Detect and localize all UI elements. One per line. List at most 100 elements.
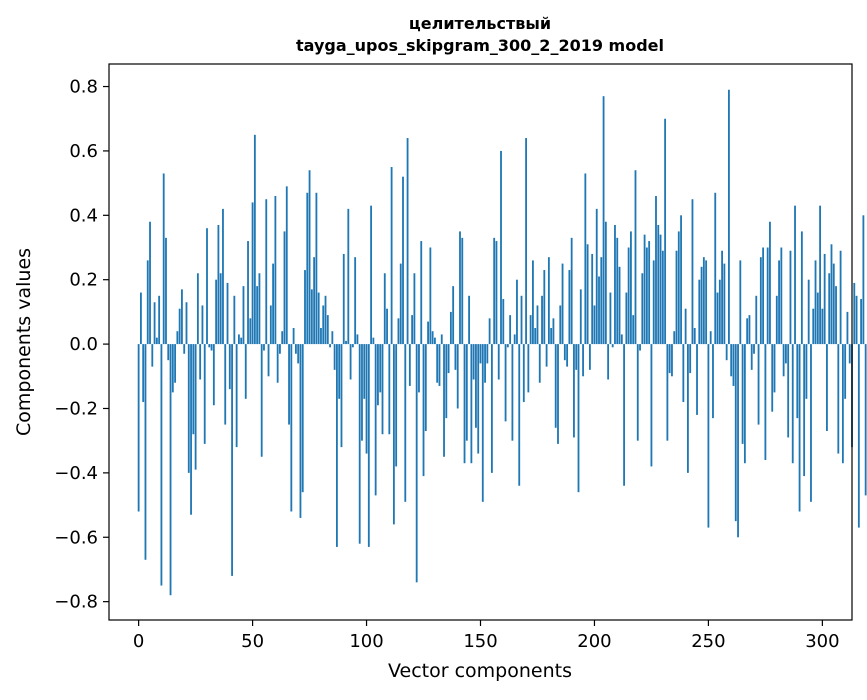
bar xyxy=(315,192,318,345)
bar xyxy=(762,247,765,345)
bar xyxy=(684,308,687,345)
bar xyxy=(146,260,149,345)
bar xyxy=(739,260,742,345)
bar xyxy=(240,337,243,345)
bar xyxy=(509,315,512,345)
bar xyxy=(190,344,192,515)
bar xyxy=(142,344,145,403)
bar xyxy=(155,337,158,345)
bar xyxy=(766,247,769,345)
bar xyxy=(732,344,735,386)
bar xyxy=(304,270,306,345)
bar xyxy=(782,344,785,377)
bar xyxy=(648,241,651,345)
bar xyxy=(149,221,151,345)
bar xyxy=(709,331,712,345)
bar xyxy=(566,344,569,367)
bar xyxy=(320,328,322,345)
bar xyxy=(532,260,534,345)
bar xyxy=(698,279,701,345)
bar xyxy=(199,344,202,380)
bar xyxy=(661,250,664,345)
bar xyxy=(265,199,268,345)
bar xyxy=(228,344,231,390)
bar xyxy=(456,344,459,409)
bar xyxy=(408,344,411,386)
bar xyxy=(577,344,580,493)
bar xyxy=(438,344,441,386)
bar xyxy=(538,344,541,383)
bar xyxy=(673,331,676,345)
bar xyxy=(361,344,363,441)
bar xyxy=(718,279,721,345)
bar xyxy=(609,292,612,345)
bar xyxy=(582,344,584,377)
bar xyxy=(215,279,218,345)
bar xyxy=(741,344,744,444)
bar xyxy=(470,344,473,464)
bar xyxy=(370,205,373,345)
bar xyxy=(522,344,525,403)
bar xyxy=(210,344,213,351)
bar xyxy=(497,344,500,380)
bar xyxy=(203,344,206,444)
y-tick-label: −0.4 xyxy=(54,463,98,484)
bar xyxy=(791,344,794,464)
bar xyxy=(377,344,379,406)
bar xyxy=(279,344,281,354)
x-axis-label: Vector components xyxy=(388,660,572,682)
bar xyxy=(468,295,471,345)
bar xyxy=(247,241,249,345)
bar xyxy=(611,344,614,348)
bar xyxy=(208,344,211,348)
bar xyxy=(194,344,197,470)
bar xyxy=(759,257,762,345)
bar xyxy=(224,344,227,425)
bar xyxy=(178,308,181,345)
bar xyxy=(689,344,692,374)
bar xyxy=(479,344,482,364)
bar xyxy=(686,344,689,473)
bar xyxy=(764,344,767,460)
bar xyxy=(397,318,400,345)
bar xyxy=(260,344,263,457)
bar xyxy=(805,344,808,399)
bar xyxy=(573,344,575,438)
bar xyxy=(231,344,233,576)
x-axis-ticks: 0 50 100 150 200 250 300 xyxy=(133,620,840,652)
bar xyxy=(317,292,320,345)
bar xyxy=(645,247,648,345)
bar xyxy=(187,344,190,473)
bar xyxy=(707,344,710,528)
bar xyxy=(201,305,204,345)
bar xyxy=(506,344,509,348)
bar xyxy=(821,308,824,345)
bar xyxy=(392,344,395,525)
x-tick-label: 50 xyxy=(241,631,264,652)
bar xyxy=(568,270,571,345)
bar xyxy=(272,263,275,345)
bar xyxy=(367,344,370,547)
bar xyxy=(176,331,179,345)
bar xyxy=(404,344,407,502)
bar xyxy=(819,205,821,345)
bar xyxy=(306,192,309,345)
bar xyxy=(848,344,851,364)
bar xyxy=(702,257,705,345)
bar xyxy=(402,176,404,345)
bar xyxy=(855,295,858,345)
bar xyxy=(579,289,582,345)
bar xyxy=(857,344,860,528)
bar xyxy=(518,344,521,486)
bar xyxy=(263,344,265,351)
chart-title-line1: целительствый xyxy=(409,14,551,33)
bar xyxy=(276,344,279,383)
bar xyxy=(780,247,783,345)
bar xyxy=(258,273,261,345)
bar xyxy=(723,263,726,345)
bar xyxy=(828,273,831,345)
bar xyxy=(475,344,477,428)
bars-group xyxy=(137,89,867,596)
bar xyxy=(641,273,644,345)
bar xyxy=(290,344,293,512)
